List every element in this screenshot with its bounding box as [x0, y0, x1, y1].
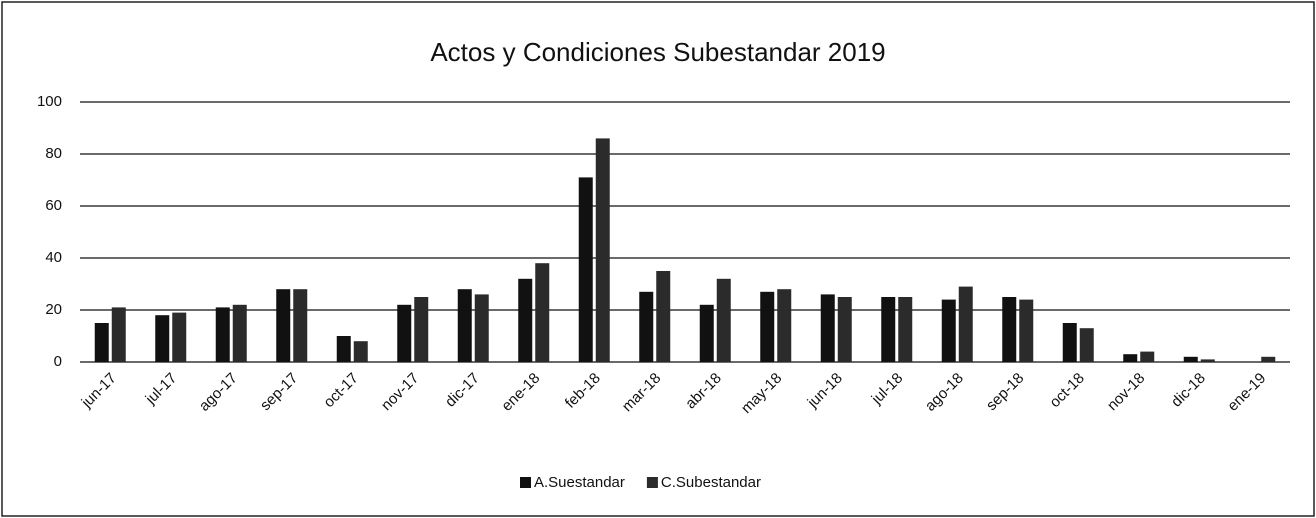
bar — [353, 341, 368, 362]
bar — [397, 304, 412, 362]
legend-label: C.Subestandar — [661, 474, 761, 491]
y-tick-label: 0 — [54, 353, 62, 370]
legend-label: A.Suestandar — [534, 474, 625, 491]
bar — [881, 297, 896, 362]
legend-swatch — [520, 477, 531, 488]
bar — [898, 297, 913, 362]
bar — [1261, 356, 1276, 362]
bar — [457, 289, 472, 362]
bar — [414, 297, 429, 362]
bar — [716, 278, 731, 362]
bar — [639, 291, 654, 362]
bar — [1140, 351, 1155, 362]
y-tick-label: 100 — [37, 93, 62, 110]
bar — [1062, 323, 1077, 362]
bar — [1183, 356, 1198, 362]
chart-title: Actos y Condiciones Subestandar 2019 — [430, 37, 885, 67]
bar — [1002, 297, 1017, 362]
y-tick-label: 80 — [45, 145, 62, 162]
bar — [474, 294, 489, 362]
bar — [760, 291, 775, 362]
bar — [1019, 299, 1034, 362]
bar — [293, 289, 308, 362]
bar — [958, 286, 973, 362]
bar — [1123, 354, 1138, 362]
bar — [276, 289, 291, 362]
bar — [1200, 359, 1215, 362]
bar — [595, 138, 610, 362]
bar — [535, 263, 550, 362]
bar — [578, 177, 593, 362]
bar — [777, 289, 792, 362]
bar — [111, 307, 126, 362]
bar — [336, 336, 351, 362]
bar — [172, 312, 187, 362]
bar — [232, 304, 247, 362]
bar — [837, 297, 852, 362]
y-tick-label: 40 — [45, 249, 62, 266]
bar — [820, 294, 835, 362]
bar — [656, 271, 671, 362]
bar — [94, 323, 109, 362]
bar — [1079, 328, 1094, 362]
bar — [518, 278, 533, 362]
y-tick-label: 20 — [45, 301, 62, 318]
bar — [941, 299, 956, 362]
legend-swatch — [646, 477, 658, 488]
bar — [699, 304, 714, 362]
y-tick-label: 60 — [45, 197, 62, 214]
bar — [215, 307, 230, 362]
bar — [155, 315, 170, 362]
